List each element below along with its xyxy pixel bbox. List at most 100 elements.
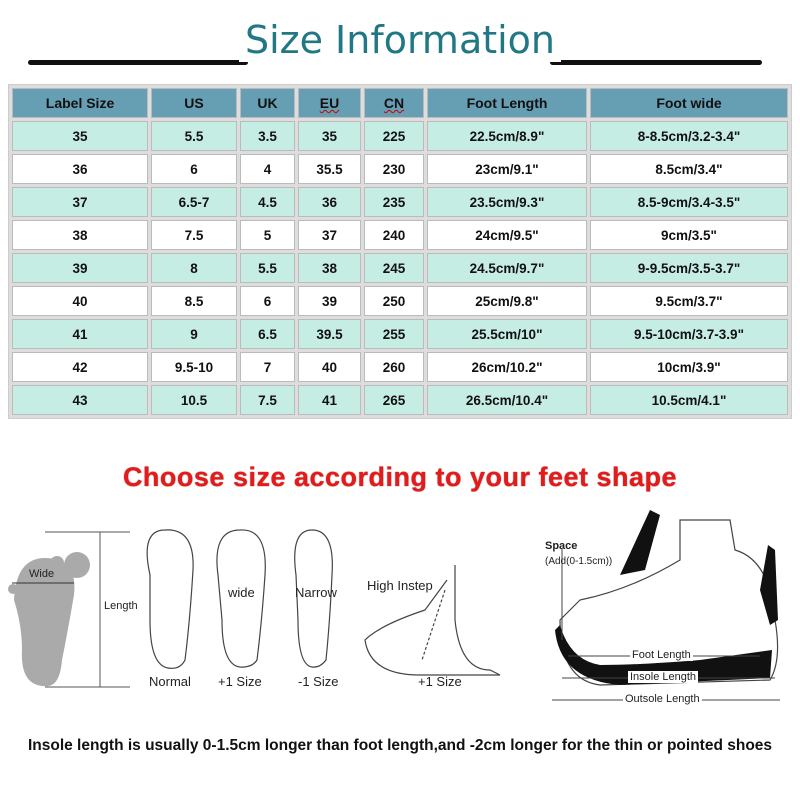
cell-text: 6 bbox=[190, 161, 198, 177]
table-cell: 5 bbox=[240, 220, 295, 250]
cell-text: 43 bbox=[72, 392, 88, 408]
cell-text: 7 bbox=[263, 359, 272, 375]
column-header: Foot Length bbox=[427, 88, 587, 118]
cell-text: 8 bbox=[190, 260, 198, 276]
cell-text: 8-8.5cm/3.2-3.4" bbox=[637, 128, 741, 144]
column-header: CN bbox=[364, 88, 424, 118]
cell-text: 225 bbox=[382, 128, 406, 144]
table-cell: 7.5 bbox=[151, 220, 237, 250]
table-cell: 9.5-10cm/3.7-3.9" bbox=[590, 319, 788, 349]
table-cell: 24.5cm/9.7" bbox=[427, 253, 587, 283]
cell-text: 26.5cm/10.4" bbox=[465, 392, 549, 408]
column-header: UK bbox=[240, 88, 295, 118]
table-row: 37 6.5-7 4.5 36 235 23.5cm/9.3" 8.5-9cm/3.4-3.… bbox=[12, 187, 788, 217]
table-cell: 8.5cm/3.4" bbox=[590, 154, 788, 184]
cell-text: 6 bbox=[263, 293, 272, 309]
table-cell: 40 bbox=[298, 352, 361, 382]
table-cell: 39.5 bbox=[298, 319, 361, 349]
choose-size-heading: Choose size according to your feet shape bbox=[122, 462, 678, 492]
cell-text: 39 bbox=[72, 260, 88, 276]
table-cell: 245 bbox=[364, 253, 424, 283]
cell-text: 9cm/3.5" bbox=[661, 227, 717, 243]
table-cell: 250 bbox=[364, 286, 424, 316]
cell-text: 39.5 bbox=[316, 326, 343, 342]
cell-text: 23cm/9.1" bbox=[475, 161, 539, 177]
table-cell: 8 bbox=[151, 253, 237, 283]
cell-text: 35.5 bbox=[316, 161, 343, 177]
cell-text: 36 bbox=[72, 161, 88, 177]
table-cell: 235 bbox=[364, 187, 424, 217]
cell-text: UK bbox=[257, 95, 278, 111]
wide-label: Wide bbox=[29, 568, 55, 580]
size-table: Label Size US UK EU CN Foot Length Foot wide 35… bbox=[8, 84, 792, 419]
cell-text: 6.5 bbox=[258, 326, 277, 342]
length-label: Length bbox=[104, 600, 138, 612]
table-cell: 22.5cm/8.9" bbox=[427, 121, 587, 151]
table-cell: 9cm/3.5" bbox=[590, 220, 788, 250]
table-cell: 35.5 bbox=[298, 154, 361, 184]
table-cell: 255 bbox=[364, 319, 424, 349]
cell-text: 6.5-7 bbox=[178, 194, 210, 210]
table-cell: 5.5 bbox=[240, 253, 295, 283]
table-cell: 37 bbox=[298, 220, 361, 250]
cell-text: 37 bbox=[72, 194, 88, 210]
table-cell: 3.5 bbox=[240, 121, 295, 151]
cell-text: 4 bbox=[263, 161, 272, 177]
cell-text: 265 bbox=[382, 392, 406, 408]
table-cell: 23.5cm/9.3" bbox=[427, 187, 587, 217]
table-cell: 4.5 bbox=[240, 187, 295, 217]
cell-text: 10.5cm/4.1" bbox=[651, 392, 727, 408]
table-cell: 10cm/3.9" bbox=[590, 352, 788, 382]
cell-text: 9-9.5cm/3.5-3.7" bbox=[637, 260, 741, 276]
page-title: Size Information bbox=[0, 18, 800, 62]
normal-label: Normal bbox=[149, 674, 191, 689]
space-label: Space bbox=[545, 540, 578, 552]
cell-text: 3.5 bbox=[258, 128, 277, 144]
column-header: Label Size bbox=[12, 88, 148, 118]
table-row: 42 9.5-10 7 40 260 26cm/10.2" 10cm/3.9" bbox=[12, 352, 788, 382]
cell-text: 38 bbox=[321, 260, 338, 276]
table-cell: 38 bbox=[12, 220, 148, 250]
title-rule-right bbox=[550, 60, 762, 65]
table-cell: 265 bbox=[364, 385, 424, 415]
table-cell: 9 bbox=[151, 319, 237, 349]
cell-text: 4.5 bbox=[258, 194, 277, 210]
cell-text: 5.5 bbox=[258, 260, 277, 276]
table-row: 43 10.5 7.5 41 265 26.5cm/10.4" 10.5cm/4.1" bbox=[12, 385, 788, 415]
cell-text: 22.5cm/8.9" bbox=[469, 128, 545, 144]
table-cell: 37 bbox=[12, 187, 148, 217]
narrow-label: Narrow bbox=[295, 585, 337, 600]
title-rule-left bbox=[28, 60, 248, 65]
title-banner: Size Information bbox=[0, 18, 800, 68]
table-header-row: Label Size US UK EU CN Foot Length Foot wide bbox=[12, 88, 788, 118]
cell-text: 8.5cm/3.4" bbox=[655, 161, 723, 177]
table-row: 41 9 6.5 39.5 255 25.5cm/10" 9.5-10cm/3.7-3.9" bbox=[12, 319, 788, 349]
table-cell: 9.5-10 bbox=[151, 352, 237, 382]
cell-text: 24cm/9.5" bbox=[475, 227, 539, 243]
cell-text: 38 bbox=[72, 227, 88, 243]
table-cell: 4 bbox=[240, 154, 295, 184]
table-cell: 38 bbox=[298, 253, 361, 283]
cell-text: 41 bbox=[321, 392, 338, 408]
cell-text: 5 bbox=[263, 227, 272, 243]
table-cell: 5.5 bbox=[151, 121, 237, 151]
table-cell: 6.5 bbox=[240, 319, 295, 349]
space-add-label: (Add(0-1.5cm)) bbox=[545, 556, 613, 567]
table-cell: 8.5 bbox=[151, 286, 237, 316]
cell-text: 245 bbox=[382, 260, 406, 276]
cell-text: 41 bbox=[72, 326, 88, 342]
table-cell: 10.5cm/4.1" bbox=[590, 385, 788, 415]
table-cell: 26.5cm/10.4" bbox=[427, 385, 587, 415]
wide-size-label: +1 Size bbox=[218, 674, 262, 689]
table-cell: 7 bbox=[240, 352, 295, 382]
cell-text: 23.5cm/9.3" bbox=[469, 194, 545, 210]
table-cell: 25.5cm/10" bbox=[427, 319, 587, 349]
cell-text: 235 bbox=[382, 194, 406, 210]
table-cell: 25cm/9.8" bbox=[427, 286, 587, 316]
cell-text: 8.5-9cm/3.4-3.5" bbox=[637, 194, 741, 210]
table-cell: 42 bbox=[12, 352, 148, 382]
cell-text: EU bbox=[319, 95, 340, 111]
cell-text: 9.5-10cm/3.7-3.9" bbox=[634, 326, 744, 342]
cell-text: 260 bbox=[382, 359, 406, 375]
foot-length-label: Foot Length bbox=[630, 649, 693, 661]
